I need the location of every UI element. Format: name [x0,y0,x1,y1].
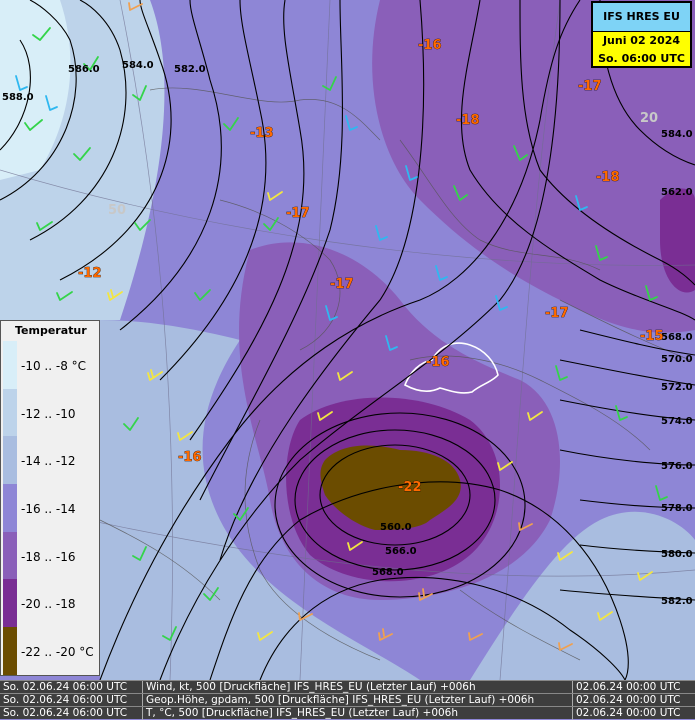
switzerland-outline [404,342,499,394]
temperature-label: -17 [286,206,310,221]
temperature-label: -15 [640,329,664,344]
footer-run-time: 02.06.24 00:00 UTC [576,694,681,706]
temperature-label: -17 [578,79,602,94]
contour-label: 578.0 [661,503,693,514]
graticule [0,0,695,680]
contour-label: 582.0 [174,64,206,75]
legend-entry: -20 .. -18 [1,579,99,628]
contour-labels: 586.0 584.0 582.0 588.0 584.0 562.0 568.… [2,60,693,607]
temperature-label: -16 [178,450,202,465]
temperature-legend: Temperatur -10 .. -8 °C -12 .. -10 -14 .… [0,320,100,676]
temp-field-coldest [320,445,461,530]
valid-time: So. 06:00 UTC [598,52,685,65]
title-box: IFS HRES EU Juni 02 2024 So. 06:00 UTC [591,1,692,68]
contour-label: 572.0 [661,382,693,393]
temperature-label: -18 [456,113,480,128]
legend-label: -22 .. -20 °C [21,645,94,660]
legend-swatch [3,579,17,628]
contour-label: 584.0 [122,60,154,71]
footer-row: So. 02.06.24 06:00 UTC Wind, kt, 500 [Dr… [0,680,695,694]
legend-swatch [3,341,17,389]
contour-label: 562.0 [661,187,693,198]
temperature-label: -17 [330,277,354,292]
legend-swatch [3,484,17,532]
forecast-date: Juni 02 2024 [602,34,681,47]
wind-barbs [15,2,668,651]
legend-label: -10 .. -8 °C [21,359,87,373]
contour-label: 580.0 [661,549,693,560]
footer-parameter: Geop.Höhe, gpdam, 500 [Druckfläche] IFS_… [146,694,535,706]
temp-field-southeast [470,511,695,680]
temperature-label: -13 [250,126,274,141]
temperature-label: -16 [426,355,450,370]
temp-field-east [660,188,695,293]
contour-label: 574.0 [661,416,693,427]
temperature-label: -18 [596,170,620,185]
legend-entry: -18 .. -16 [1,531,99,580]
legend-label: -18 .. -16 [21,549,76,564]
legend-entry: -12 .. -10 [1,388,99,437]
wind-speed-labels: 50 20 [108,111,658,218]
contour-label: 566.0 [385,546,417,557]
wind-speed-label: 20 [640,111,658,126]
footer-info: So. 02.06.24 06:00 UTC Wind, kt, 500 [Dr… [0,680,695,720]
legend-title: Temperatur [15,324,87,337]
footer-run-time: 02.06.24 00:00 UTC [576,681,681,693]
footer-row: So. 02.06.24 06:00 UTC T, °C, 500 [Druck… [0,706,695,720]
footer-row: So. 02.06.24 06:00 UTC Geop.Höhe, gpdam,… [0,693,695,707]
model-name: IFS HRES EU [593,3,690,32]
temperature-label: -16 [418,38,442,53]
footer-run-time: 02.06.24 00:00 UTC [576,707,681,719]
legend-entry: -22 .. -20 °C [1,627,99,675]
temperature-label: -12 [78,266,102,281]
temp-field-southwest [100,320,420,680]
country-borders [99,87,691,661]
footer-valid-time: So. 02.06.24 06:00 UTC [3,707,128,719]
legend-swatch [3,531,17,580]
legend-label: -16 .. -14 [21,502,76,517]
contour-label: 568.0 [661,332,693,343]
contour-label: 576.0 [661,461,693,472]
legend-label: -20 .. -18 [21,597,76,612]
legend-label: -14 .. -12 [21,454,76,469]
legend-swatch [3,627,17,675]
geopotential-contours [0,0,695,680]
weather-map: 586.0 584.0 582.0 588.0 584.0 562.0 568.… [0,0,695,680]
wind-speed-label: 50 [108,203,126,218]
contour-label: 560.0 [380,522,412,533]
contour-label: 588.0 [2,92,34,103]
legend-label: -12 .. -10 [21,406,76,421]
contour-label: 568.0 [372,567,404,578]
footer-valid-time: So. 02.06.24 06:00 UTC [3,694,128,706]
temperature-label: -22 [398,480,422,495]
legend-entry: -16 .. -14 [1,484,99,532]
legend-swatch [3,436,17,485]
legend-entry: -14 .. -12 [1,436,99,485]
footer-parameter: Wind, kt, 500 [Druckfläche] IFS_HRES_EU … [146,681,476,693]
temperature-labels: -16 -18 -17 -13 -17 -18 -12 -17 -17 -15 … [78,38,664,496]
legend-swatch [3,388,17,437]
temperature-label: -17 [545,306,569,321]
footer-valid-time: So. 02.06.24 06:00 UTC [3,681,128,693]
temp-field-north [372,0,695,333]
legend-entry: -10 .. -8 °C [1,341,99,389]
contour-label: 584.0 [661,129,693,140]
footer-parameter: T, °C, 500 [Druckfläche] IFS_HRES_EU (Le… [146,707,459,719]
contour-label: 570.0 [661,354,693,365]
contour-label: 582.0 [661,596,693,607]
contour-label: 586.0 [68,64,100,75]
temp-field-west [0,0,71,180]
